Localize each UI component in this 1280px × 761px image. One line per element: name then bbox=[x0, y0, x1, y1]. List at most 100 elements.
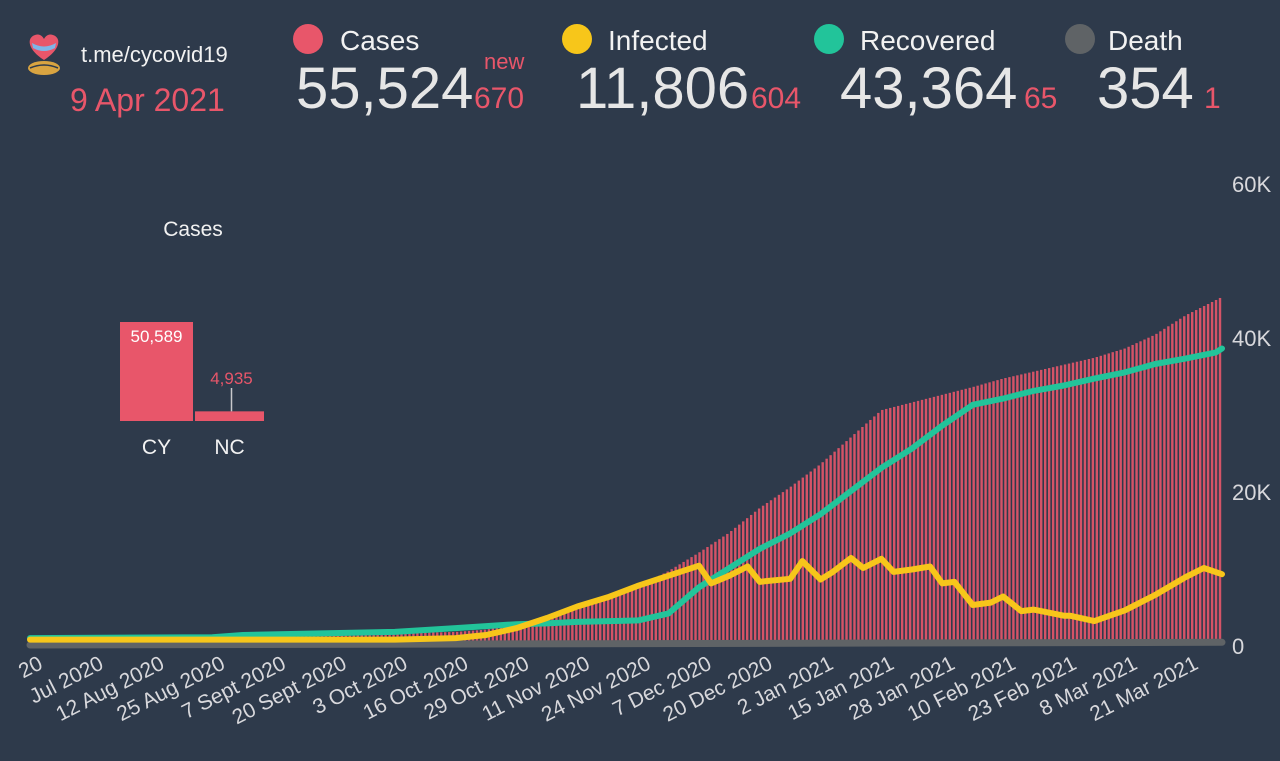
cases-bar bbox=[956, 390, 959, 645]
cases-bar bbox=[1218, 297, 1222, 645]
cases-bar bbox=[642, 583, 646, 645]
cases-bar bbox=[1000, 379, 1003, 645]
cases-bar bbox=[1055, 366, 1059, 645]
cases-bar bbox=[889, 407, 892, 645]
cases-bar bbox=[583, 606, 586, 645]
cases-bar bbox=[1079, 360, 1083, 645]
cases-bar bbox=[928, 397, 932, 645]
cases-bar bbox=[745, 518, 749, 645]
cases-bar bbox=[1115, 350, 1118, 645]
cases-bar bbox=[1032, 371, 1035, 645]
cases-bar bbox=[654, 577, 657, 645]
cases-bar bbox=[952, 391, 955, 645]
cases-bar bbox=[789, 486, 793, 645]
cases-bar bbox=[912, 401, 916, 645]
cases-bar bbox=[873, 416, 876, 645]
report-date: 9 Apr 2021 bbox=[70, 82, 225, 118]
cases-bar bbox=[1008, 377, 1011, 645]
cases-bar bbox=[690, 557, 693, 645]
mini-bar-cy bbox=[120, 322, 193, 421]
cases-bar bbox=[1012, 376, 1015, 645]
channel-link[interactable]: t.me/cycovid19 bbox=[81, 42, 228, 67]
cases-bar bbox=[1075, 361, 1079, 645]
death-line bbox=[26, 638, 1226, 649]
cases-bar bbox=[924, 398, 928, 645]
cases-value: 55,524 bbox=[296, 56, 474, 121]
cases-bar bbox=[932, 396, 936, 645]
recovered-label: Recovered bbox=[860, 25, 996, 56]
cases-bar bbox=[571, 610, 574, 645]
cases-bar bbox=[1183, 316, 1186, 645]
cases-bar bbox=[559, 613, 562, 645]
cases-bar bbox=[1191, 312, 1194, 645]
cases-bar bbox=[495, 627, 499, 645]
cases-bar bbox=[773, 497, 777, 645]
mini-chart-title: Cases bbox=[163, 218, 223, 241]
x-tick-label: 20 bbox=[15, 652, 46, 683]
cases-bar bbox=[702, 549, 705, 645]
cases-bar bbox=[634, 587, 638, 645]
cases-bar bbox=[1147, 337, 1150, 645]
cases-bar bbox=[503, 626, 507, 645]
cases-bar bbox=[539, 618, 542, 645]
new-label: new bbox=[484, 49, 525, 74]
cases-bar bbox=[972, 386, 975, 645]
cases-bar bbox=[686, 559, 689, 645]
cases-bar bbox=[1139, 341, 1142, 645]
cases-bar bbox=[563, 612, 566, 645]
cases-bar bbox=[992, 381, 995, 645]
cases-bar bbox=[900, 404, 904, 645]
cases-bar bbox=[1040, 369, 1043, 645]
cases-bar bbox=[896, 405, 900, 645]
cases-bar bbox=[980, 384, 983, 645]
cases-bar bbox=[1047, 368, 1051, 645]
cases-bar bbox=[722, 536, 725, 645]
infected-line bbox=[27, 555, 1225, 643]
infected-legend-dot bbox=[562, 24, 592, 54]
recovered-legend-dot bbox=[814, 24, 844, 54]
cases-bar bbox=[793, 483, 797, 645]
cases-bar bbox=[587, 604, 590, 645]
cases-bar bbox=[1206, 304, 1210, 645]
death-legend-dot bbox=[1065, 24, 1095, 54]
cases-bar bbox=[511, 624, 514, 645]
cases-bar bbox=[813, 468, 816, 645]
cases-bar bbox=[1187, 314, 1190, 645]
cases-bar bbox=[1151, 335, 1154, 645]
cases-bar bbox=[948, 392, 952, 645]
cases-bar bbox=[1091, 358, 1095, 645]
cases-bar bbox=[1059, 365, 1063, 645]
y-tick-label: 40K bbox=[1232, 326, 1271, 351]
cases-bar bbox=[1198, 308, 1202, 645]
cases-bar bbox=[519, 623, 522, 645]
cases-bar bbox=[1016, 375, 1019, 645]
cases-bar bbox=[781, 492, 785, 645]
cases-bar bbox=[936, 395, 940, 645]
cases-bar bbox=[809, 471, 812, 645]
cases-bar bbox=[662, 573, 665, 645]
recovered-value: 43,364 bbox=[840, 56, 1018, 121]
cases-bar bbox=[893, 406, 896, 645]
cases-bar bbox=[1107, 353, 1110, 645]
cases-bar bbox=[908, 402, 912, 645]
cases-bar bbox=[638, 585, 642, 645]
cases-bar bbox=[1143, 339, 1146, 645]
cases-bar bbox=[527, 621, 530, 645]
cases-bar bbox=[761, 505, 765, 645]
cases-bar bbox=[1171, 323, 1174, 645]
cases-bar bbox=[837, 448, 840, 645]
cases-bar bbox=[984, 383, 987, 645]
cases-bar bbox=[1194, 310, 1198, 645]
cases-bar bbox=[805, 474, 808, 645]
cases-bar bbox=[718, 539, 721, 645]
cases-bar bbox=[841, 444, 844, 645]
cases-bar bbox=[646, 581, 650, 645]
cases-bar bbox=[1095, 357, 1099, 645]
cases-bar bbox=[944, 393, 948, 645]
cases-bar bbox=[535, 619, 538, 645]
cases-bar bbox=[742, 521, 745, 645]
cases-bar bbox=[1099, 355, 1103, 645]
cases-bar bbox=[575, 609, 578, 645]
cases-bar bbox=[853, 434, 856, 645]
